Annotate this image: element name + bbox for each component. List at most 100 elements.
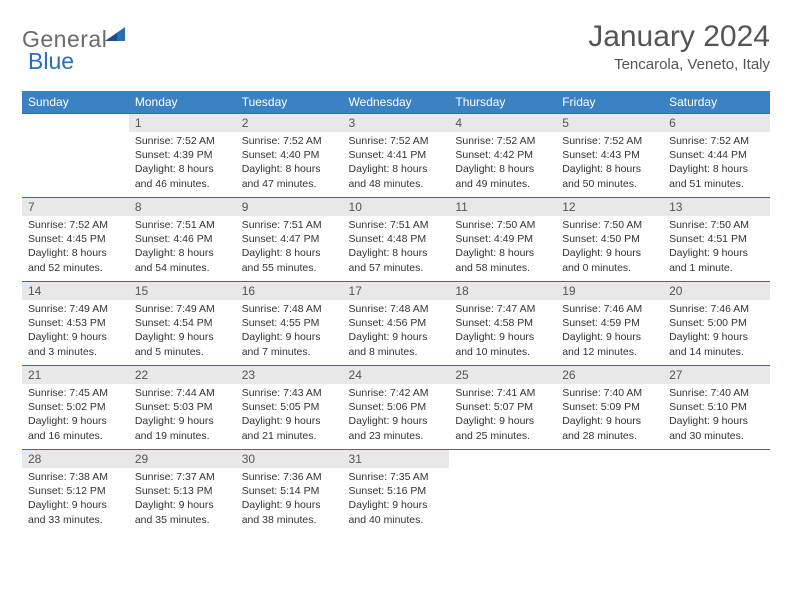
day-cell: 8Sunrise: 7:51 AMSunset: 4:46 PMDaylight… [129, 198, 236, 282]
day-content: Sunrise: 7:49 AMSunset: 4:54 PMDaylight:… [129, 300, 236, 363]
day-content: Sunrise: 7:42 AMSunset: 5:06 PMDaylight:… [343, 384, 450, 447]
day-content: Sunrise: 7:49 AMSunset: 4:53 PMDaylight:… [22, 300, 129, 363]
day-line: Sunrise: 7:50 AM [669, 218, 764, 232]
day-line: Sunset: 4:49 PM [455, 232, 550, 246]
day-line: Sunset: 4:59 PM [562, 316, 657, 330]
month-title: January 2024 [588, 20, 770, 54]
day-line: Daylight: 9 hours [28, 330, 123, 344]
day-line: Daylight: 9 hours [455, 330, 550, 344]
day-line: Sunrise: 7:50 AM [455, 218, 550, 232]
day-line: Daylight: 9 hours [349, 498, 444, 512]
day-cell: 19Sunrise: 7:46 AMSunset: 4:59 PMDayligh… [556, 282, 663, 366]
day-line: Sunrise: 7:51 AM [349, 218, 444, 232]
day-line: and 1 minute. [669, 261, 764, 275]
day-line: and 54 minutes. [135, 261, 230, 275]
day-cell: 31Sunrise: 7:35 AMSunset: 5:16 PMDayligh… [343, 450, 450, 534]
day-line: and 51 minutes. [669, 177, 764, 191]
day-line: Sunrise: 7:45 AM [28, 386, 123, 400]
day-line: Daylight: 9 hours [135, 330, 230, 344]
day-line: Daylight: 8 hours [349, 246, 444, 260]
day-line: and 19 minutes. [135, 429, 230, 443]
day-number: 23 [236, 366, 343, 384]
day-content: Sunrise: 7:52 AMSunset: 4:43 PMDaylight:… [556, 132, 663, 195]
day-line: and 58 minutes. [455, 261, 550, 275]
day-line: Sunset: 5:05 PM [242, 400, 337, 414]
day-number: 1 [129, 114, 236, 132]
day-cell: 27Sunrise: 7:40 AMSunset: 5:10 PMDayligh… [663, 366, 770, 450]
day-line: and 30 minutes. [669, 429, 764, 443]
day-number: 16 [236, 282, 343, 300]
day-cell [556, 450, 663, 534]
day-line: Sunrise: 7:35 AM [349, 470, 444, 484]
day-line: Daylight: 8 hours [562, 162, 657, 176]
day-line: and 50 minutes. [562, 177, 657, 191]
day-line: Daylight: 9 hours [562, 330, 657, 344]
day-cell: 15Sunrise: 7:49 AMSunset: 4:54 PMDayligh… [129, 282, 236, 366]
day-line: and 35 minutes. [135, 513, 230, 527]
day-number: 12 [556, 198, 663, 216]
day-content: Sunrise: 7:48 AMSunset: 4:55 PMDaylight:… [236, 300, 343, 363]
day-cell: 30Sunrise: 7:36 AMSunset: 5:14 PMDayligh… [236, 450, 343, 534]
day-line: Sunrise: 7:41 AM [455, 386, 550, 400]
day-line: Daylight: 9 hours [562, 246, 657, 260]
day-line: Sunrise: 7:52 AM [562, 134, 657, 148]
day-line: Sunset: 4:56 PM [349, 316, 444, 330]
day-number: 8 [129, 198, 236, 216]
day-line: Daylight: 9 hours [28, 414, 123, 428]
day-cell: 10Sunrise: 7:51 AMSunset: 4:48 PMDayligh… [343, 198, 450, 282]
day-line: Daylight: 9 hours [242, 330, 337, 344]
day-line: Daylight: 8 hours [455, 246, 550, 260]
day-cell: 12Sunrise: 7:50 AMSunset: 4:50 PMDayligh… [556, 198, 663, 282]
day-line: Daylight: 9 hours [669, 330, 764, 344]
day-line: Sunset: 5:00 PM [669, 316, 764, 330]
day-line: Daylight: 9 hours [669, 414, 764, 428]
day-line: Daylight: 9 hours [349, 330, 444, 344]
day-line: Daylight: 8 hours [669, 162, 764, 176]
day-line: and 25 minutes. [455, 429, 550, 443]
calendar-body: 1 Sunrise: 7:52 AM Sunset: 4:39 PM Daylight… [22, 114, 770, 534]
col-sunday: Sunday [22, 91, 129, 114]
day-content: Sunrise: 7:37 AMSunset: 5:13 PMDaylight:… [129, 468, 236, 531]
day-line: Daylight: 9 hours [669, 246, 764, 260]
day-number: 3 [343, 114, 450, 132]
day-line: Sunset: 4:39 PM [135, 148, 230, 162]
day-content: Sunrise: 7:40 AMSunset: 5:10 PMDaylight:… [663, 384, 770, 447]
day-content: Sunrise: 7:50 AMSunset: 4:50 PMDaylight:… [556, 216, 663, 279]
day-number: 10 [343, 198, 450, 216]
day-content: Sunrise: 7:45 AMSunset: 5:02 PMDaylight:… [22, 384, 129, 447]
day-content: Sunrise: 7:51 AMSunset: 4:48 PMDaylight:… [343, 216, 450, 279]
day-number: 22 [129, 366, 236, 384]
day-cell [22, 114, 129, 198]
day-content: Sunrise: 7:36 AMSunset: 5:14 PMDaylight:… [236, 468, 343, 531]
day-number: 27 [663, 366, 770, 384]
day-cell: 6Sunrise: 7:52 AMSunset: 4:44 PMDaylight… [663, 114, 770, 198]
day-line: and 8 minutes. [349, 345, 444, 359]
day-content: Sunrise: 7:52 AMSunset: 4:41 PMDaylight:… [343, 132, 450, 195]
day-content: Sunrise: 7:46 AMSunset: 4:59 PMDaylight:… [556, 300, 663, 363]
day-line: Sunset: 4:55 PM [242, 316, 337, 330]
day-number: 9 [236, 198, 343, 216]
day-number: 29 [129, 450, 236, 468]
day-content: Sunrise: 7:52 AMSunset: 4:42 PMDaylight:… [449, 132, 556, 195]
day-line: Sunset: 5:03 PM [135, 400, 230, 414]
day-line: Sunset: 4:51 PM [669, 232, 764, 246]
day-cell: 3Sunrise: 7:52 AMSunset: 4:41 PMDaylight… [343, 114, 450, 198]
day-content: Sunrise: 7:52 AMSunset: 4:45 PMDaylight:… [22, 216, 129, 279]
day-line: Sunrise: 7:46 AM [562, 302, 657, 316]
day-line: Sunrise: 7:52 AM [455, 134, 550, 148]
day-number: 14 [22, 282, 129, 300]
week-row: 21Sunrise: 7:45 AMSunset: 5:02 PMDayligh… [22, 366, 770, 450]
day-line: and 7 minutes. [242, 345, 337, 359]
day-cell: 9Sunrise: 7:51 AMSunset: 4:47 PMDaylight… [236, 198, 343, 282]
title-block: January 2024 Tencarola, Veneto, Italy [588, 20, 770, 73]
day-line: Sunrise: 7:43 AM [242, 386, 337, 400]
day-line: Sunrise: 7:46 AM [669, 302, 764, 316]
day-line: Sunrise: 7:51 AM [242, 218, 337, 232]
header-row: Sunday Monday Tuesday Wednesday Thursday… [22, 91, 770, 114]
day-content: Sunrise: 7:46 AMSunset: 5:00 PMDaylight:… [663, 300, 770, 363]
day-line: Daylight: 8 hours [349, 162, 444, 176]
day-line: Sunset: 5:02 PM [28, 400, 123, 414]
day-line: and 47 minutes. [242, 177, 337, 191]
day-line: Sunset: 5:14 PM [242, 484, 337, 498]
day-content: Sunrise: 7:51 AMSunset: 4:46 PMDaylight:… [129, 216, 236, 279]
